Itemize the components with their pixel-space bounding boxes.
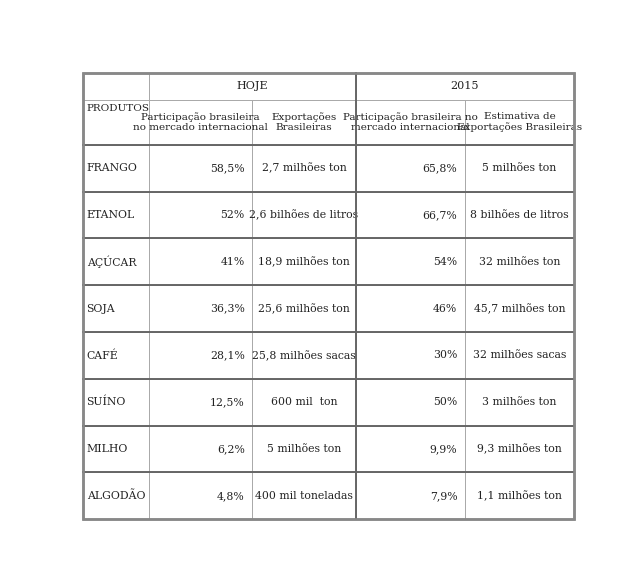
Bar [356, 192, 465, 239]
Bar [149, 145, 253, 192]
Text: 12,5%: 12,5% [210, 397, 245, 407]
Text: 50%: 50% [433, 397, 457, 407]
Bar [149, 332, 253, 379]
Bar [253, 192, 356, 239]
Text: FRANGO: FRANGO [87, 163, 137, 173]
Bar [356, 100, 465, 145]
Bar [149, 472, 253, 519]
Text: 1,1 milhões ton: 1,1 milhões ton [477, 490, 562, 501]
Text: 600 mil  ton: 600 mil ton [271, 397, 337, 407]
Text: 2015: 2015 [451, 81, 479, 91]
Bar [356, 332, 465, 379]
Bar [253, 100, 356, 145]
Bar [253, 332, 356, 379]
Bar [149, 239, 253, 285]
Text: 2,7 milhões ton: 2,7 milhões ton [262, 163, 346, 173]
Bar [83, 73, 149, 145]
Text: 5 milhões ton: 5 milhões ton [267, 444, 341, 454]
Text: AÇÚCAR: AÇÚCAR [87, 255, 136, 268]
Text: 9,9%: 9,9% [429, 444, 457, 454]
Text: 9,3 milhões ton: 9,3 milhões ton [477, 444, 562, 454]
Bar [356, 425, 465, 472]
Text: 52%: 52% [221, 210, 245, 220]
Bar [253, 472, 356, 519]
Bar [83, 239, 149, 285]
Text: 6,2%: 6,2% [217, 444, 245, 454]
Text: 28,1%: 28,1% [210, 350, 245, 360]
Text: 8 bilhões de litros: 8 bilhões de litros [470, 210, 569, 220]
Bar [149, 192, 253, 239]
Text: Estimativa de
Exportações Brasileiras: Estimativa de Exportações Brasileiras [457, 112, 582, 132]
Bar [465, 472, 574, 519]
Text: ALGODÃO: ALGODÃO [87, 490, 145, 501]
Text: HOJE: HOJE [237, 81, 268, 91]
Bar [83, 145, 149, 192]
Text: 25,6 milhões ton: 25,6 milhões ton [258, 304, 350, 314]
Bar [83, 425, 149, 472]
Text: Participação brasileira no
mercado internacional: Participação brasileira no mercado inter… [343, 112, 478, 132]
Bar [253, 425, 356, 472]
Bar [356, 379, 465, 425]
Bar [356, 239, 465, 285]
Text: 46%: 46% [433, 304, 457, 314]
Text: Participação brasileira
no mercado internacional: Participação brasileira no mercado inter… [133, 112, 268, 132]
Bar [253, 285, 356, 332]
Text: 66,7%: 66,7% [422, 210, 457, 220]
Text: 32 milhões sacas: 32 milhões sacas [473, 350, 566, 360]
Text: 45,7 milhões ton: 45,7 milhões ton [474, 304, 565, 314]
Text: 54%: 54% [433, 257, 457, 267]
Bar [465, 425, 574, 472]
Text: 5 milhões ton: 5 milhões ton [483, 163, 556, 173]
Text: 41%: 41% [221, 257, 245, 267]
Text: 2,6 bilhões de litros: 2,6 bilhões de litros [249, 210, 358, 220]
Bar [465, 145, 574, 192]
Text: 58,5%: 58,5% [210, 163, 245, 173]
Bar [356, 73, 574, 100]
Bar [149, 100, 253, 145]
Text: MILHO: MILHO [87, 444, 128, 454]
Text: SOJA: SOJA [87, 304, 115, 314]
Bar [149, 379, 253, 425]
Text: 7,9%: 7,9% [429, 491, 457, 501]
Text: 36,3%: 36,3% [210, 304, 245, 314]
Bar [149, 425, 253, 472]
Text: 30%: 30% [433, 350, 457, 360]
Bar [356, 145, 465, 192]
Text: 4,8%: 4,8% [217, 491, 245, 501]
Bar [83, 192, 149, 239]
Text: SUÍNO: SUÍNO [87, 397, 126, 407]
Bar [253, 239, 356, 285]
Text: Exportações
Brasileiras: Exportações Brasileiras [271, 112, 337, 132]
Text: 400 mil toneladas: 400 mil toneladas [255, 491, 353, 501]
Bar [356, 285, 465, 332]
Bar [465, 285, 574, 332]
Bar [253, 145, 356, 192]
Text: 25,8 milhões sacas: 25,8 milhões sacas [252, 350, 356, 361]
Bar [465, 100, 574, 145]
Bar [149, 73, 356, 100]
Text: 32 milhões ton: 32 milhões ton [479, 257, 560, 267]
Bar [465, 192, 574, 239]
Bar [83, 379, 149, 425]
Text: 65,8%: 65,8% [422, 163, 457, 173]
Bar [83, 285, 149, 332]
Text: 3 milhões ton: 3 milhões ton [483, 397, 557, 407]
Bar [465, 332, 574, 379]
Bar [465, 239, 574, 285]
Bar [253, 379, 356, 425]
Bar [83, 472, 149, 519]
Text: 18,9 milhões ton: 18,9 milhões ton [258, 257, 350, 267]
Bar [465, 379, 574, 425]
Text: PRODUTOS: PRODUTOS [87, 104, 149, 113]
Text: ETANOL: ETANOL [87, 210, 135, 220]
Bar [149, 285, 253, 332]
Bar [83, 332, 149, 379]
Bar [356, 472, 465, 519]
Text: CAFÉ: CAFÉ [87, 350, 119, 361]
